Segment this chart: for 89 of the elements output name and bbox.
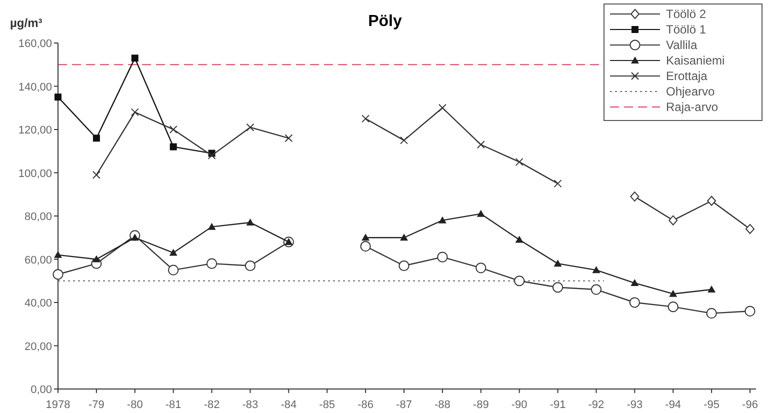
point xyxy=(515,236,524,243)
point xyxy=(590,284,602,295)
point xyxy=(552,282,564,293)
point xyxy=(169,248,178,256)
x-tick-label: -96 xyxy=(742,399,758,411)
point xyxy=(362,234,370,241)
x-tick-label: -87 xyxy=(396,399,412,411)
legend-label: Vallila xyxy=(666,38,698,52)
x-tick-label: -85 xyxy=(319,399,336,411)
x-tick-label: -89 xyxy=(472,399,489,411)
point xyxy=(744,306,756,316)
y-tick-label: 100,00 xyxy=(18,168,52,180)
point xyxy=(52,269,64,280)
point xyxy=(92,170,100,179)
x-tick-label: -79 xyxy=(88,399,104,411)
point xyxy=(170,143,177,150)
point xyxy=(206,258,218,269)
point xyxy=(169,126,178,134)
y-tick-label: 120,00 xyxy=(18,124,52,136)
y-tick-label: 60,00 xyxy=(24,254,52,266)
point xyxy=(476,262,486,274)
point xyxy=(130,108,139,116)
legend-label: Ohjearvo xyxy=(666,84,716,98)
point xyxy=(630,192,640,202)
point xyxy=(746,224,754,234)
x-tick-label: -93 xyxy=(626,399,643,411)
point xyxy=(476,210,485,217)
point xyxy=(668,302,678,312)
point xyxy=(246,218,254,226)
y-tick-label: 0,00 xyxy=(30,384,52,396)
point xyxy=(284,134,293,142)
point xyxy=(92,255,100,262)
point xyxy=(707,196,716,206)
point xyxy=(708,286,716,293)
point xyxy=(400,234,408,241)
point xyxy=(131,54,138,62)
point xyxy=(438,216,446,224)
point xyxy=(514,276,525,286)
x-tick-label: -95 xyxy=(704,399,720,411)
x-tick-label: -83 xyxy=(242,399,258,411)
point xyxy=(630,279,639,286)
x-tick-label: -81 xyxy=(165,399,182,411)
point xyxy=(669,290,678,297)
x-tick-label: -80 xyxy=(126,399,143,411)
point xyxy=(398,260,410,272)
point xyxy=(706,308,717,319)
point xyxy=(284,238,293,245)
point xyxy=(515,158,524,166)
point xyxy=(629,297,640,308)
x-tick-label: -88 xyxy=(434,399,450,411)
legend-label: Töölö 1 xyxy=(666,22,706,36)
point xyxy=(92,134,100,142)
point xyxy=(244,260,256,272)
x-tick-label: -84 xyxy=(280,399,297,411)
y-tick-label: 140,00 xyxy=(18,81,52,94)
y-axis-title: µg/m³ xyxy=(10,16,42,30)
x-tick-label: 1978 xyxy=(46,399,70,411)
y-tick-label: 160,00 xyxy=(18,38,52,50)
point xyxy=(592,266,600,274)
y-tick-label: 40,00 xyxy=(24,298,52,310)
x-tick-label: -90 xyxy=(511,399,528,411)
point xyxy=(400,136,408,144)
point xyxy=(54,250,62,258)
x-tick-label: -82 xyxy=(204,399,220,411)
point xyxy=(54,94,62,101)
legend-label: Töölö 2 xyxy=(666,7,706,21)
point xyxy=(476,140,485,149)
point xyxy=(130,234,139,241)
x-tick-label: -91 xyxy=(550,399,566,411)
y-tick-label: 20,00 xyxy=(24,340,52,353)
y-tick-label: 80,00 xyxy=(24,211,52,223)
point xyxy=(362,114,370,123)
point xyxy=(554,180,562,188)
point xyxy=(668,215,678,226)
chart-title: Pöly xyxy=(368,13,402,30)
point xyxy=(554,260,562,267)
point xyxy=(246,123,254,132)
point xyxy=(437,252,448,262)
x-tick-label: -86 xyxy=(358,399,374,411)
x-tick-label: -94 xyxy=(665,399,682,411)
point xyxy=(438,104,446,112)
legend-label: Kaisaniemi xyxy=(666,54,725,68)
x-tick-label: -92 xyxy=(588,399,604,411)
legend-label: Raja-arvo xyxy=(666,100,718,114)
point xyxy=(208,151,216,160)
point xyxy=(360,240,371,252)
legend-label: Erottaja xyxy=(666,69,708,83)
point xyxy=(168,264,179,276)
point xyxy=(208,222,216,230)
